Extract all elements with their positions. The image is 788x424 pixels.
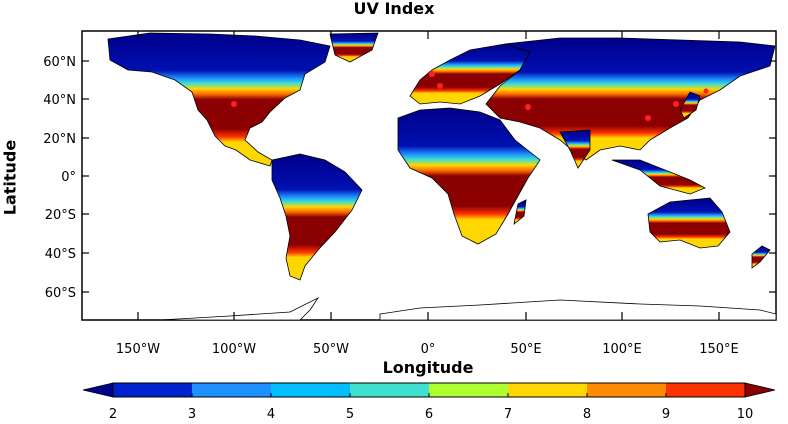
colorbar-segment <box>587 383 666 397</box>
colorbar-segment <box>192 383 271 397</box>
india-landmass <box>559 129 591 169</box>
colorbar-arrow-left <box>82 382 114 398</box>
y-axis-ticks: 60°N 40°N 20°N 0° 20°S 40°S 60°S <box>43 55 776 301</box>
colorbar-segment <box>666 383 745 397</box>
colorbar-segment <box>271 383 350 397</box>
colorbar-tick-label: 5 <box>346 407 354 422</box>
colorbar-segment <box>113 383 192 397</box>
x-tick-label: 100°E <box>602 342 642 357</box>
x-axis-ticks: 150°W 100°W 50°W 0° 50°E 100°E 150°E <box>116 31 739 357</box>
africa-landmass <box>397 107 541 245</box>
y-tick-label: 0° <box>61 170 76 185</box>
colorbar-tick-label: 6 <box>425 407 433 422</box>
x-tick-label: 150°W <box>116 342 160 357</box>
y-tick-label: 40°S <box>45 247 76 262</box>
land-masses <box>107 32 777 321</box>
marker-mideast <box>525 104 531 110</box>
marker-uk <box>429 71 435 77</box>
australia-landmass <box>647 197 731 249</box>
colorbar: 2 3 4 5 6 7 8 9 10 <box>82 382 776 422</box>
colorbar-segment <box>508 383 587 397</box>
north-america-landmass <box>107 32 331 167</box>
asia-landmass <box>485 37 776 161</box>
colorbar-segment <box>429 383 508 397</box>
marker-europe <box>437 83 443 89</box>
southeast-asia-islands <box>611 159 706 195</box>
colorbar-segment <box>350 383 429 397</box>
marker-china <box>645 115 651 121</box>
colorbar-tick-label: 4 <box>267 407 275 422</box>
y-tick-label: 60°S <box>45 286 76 301</box>
colorbar-tick-label: 2 <box>109 407 117 422</box>
new-zealand-landmass <box>751 245 771 269</box>
x-axis-label: Longitude <box>382 358 474 377</box>
marker-japan <box>673 101 679 107</box>
city-markers <box>231 71 709 121</box>
antarctica-landmass <box>379 299 777 321</box>
y-tick-label: 40°N <box>43 93 76 108</box>
x-tick-label: 50°W <box>313 342 349 357</box>
marker-pacific <box>703 88 709 94</box>
south-america-landmass <box>271 153 363 281</box>
x-tick-label: 150°E <box>699 342 739 357</box>
y-tick-label: 20°N <box>43 132 76 147</box>
colorbar-arrow-right <box>744 382 776 398</box>
y-tick-label: 60°N <box>43 55 76 70</box>
x-tick-label: 0° <box>421 342 436 357</box>
greenland-landmass <box>329 32 379 63</box>
marker-us <box>231 101 237 107</box>
colorbar-tick-label: 7 <box>504 407 512 422</box>
map-title: UV Index <box>353 0 435 18</box>
madagascar-landmass <box>513 199 527 225</box>
antarctica-peninsula <box>159 296 320 321</box>
colorbar-tick-label: 10 <box>737 407 754 422</box>
japan-landmass <box>679 91 701 119</box>
colorbar-tick-label: 8 <box>583 407 591 422</box>
y-tick-label: 20°S <box>45 208 76 223</box>
x-tick-label: 50°E <box>510 342 541 357</box>
colorbar-tick-label: 9 <box>662 407 670 422</box>
colorbar-tick-label: 3 <box>188 407 196 422</box>
x-tick-label: 100°W <box>212 342 256 357</box>
